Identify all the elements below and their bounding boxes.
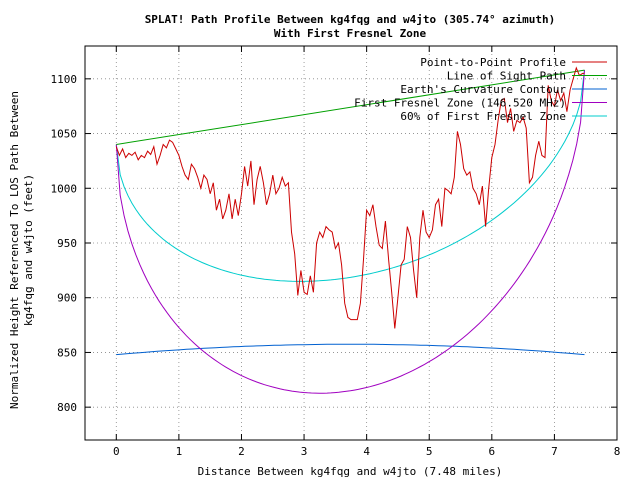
y-tick-label: 850 [57,346,77,359]
legend-label-1: Line of Sight Path [447,70,566,83]
series-line-2 [116,343,585,356]
x-tick-label: 2 [238,445,245,458]
x-axis-label: Distance Between kg4fqg and w4jto (7.48 … [198,465,503,478]
legend-label-3: First Fresnel Zone (146.520 MHz) [354,97,566,110]
series-line-4 [115,70,585,282]
x-tick-label: 5 [426,445,433,458]
series-line-3 [115,70,585,394]
y-tick-label: 900 [57,292,77,305]
series-line-0 [115,66,585,329]
legend-label-0: Point-to-Point Profile [420,56,566,69]
series-layer [115,66,585,394]
y-tick-label: 1100 [51,73,78,86]
y-tick-label: 950 [57,237,77,250]
y-axis-label-line2: kg4fqg and w4jto (feet) [22,174,35,326]
plot-frame [84,45,618,441]
legend-label-2: Earth's Curvature Contour [400,83,566,96]
y-tick-label: 1050 [51,128,78,141]
x-tick-label: 3 [301,445,308,458]
x-tick-label: 7 [551,445,558,458]
legend-label-4: 60% of First Fresnel Zone [400,110,566,123]
y-axis-label-line1: Normalized Height Referenced To LOS Path… [8,91,21,409]
y-tick-label: 1000 [51,182,78,195]
x-tick-label: 6 [489,445,496,458]
series-line-1 [116,69,585,145]
chart-subtitle: With First Fresnel Zone [274,27,427,40]
x-tick-label: 4 [363,445,370,458]
chart-title: SPLAT! Path Profile Between kg4fqg and w… [145,13,556,26]
tick-layer: 0 1 2 3 4 5 6 7 8 800 850 900 950 1000 1050 1100 [51,46,621,458]
x-tick-label: 8 [614,445,621,458]
x-tick-label: 0 [113,445,120,458]
x-tick-label: 1 [176,445,183,458]
y-tick-label: 800 [57,401,77,414]
